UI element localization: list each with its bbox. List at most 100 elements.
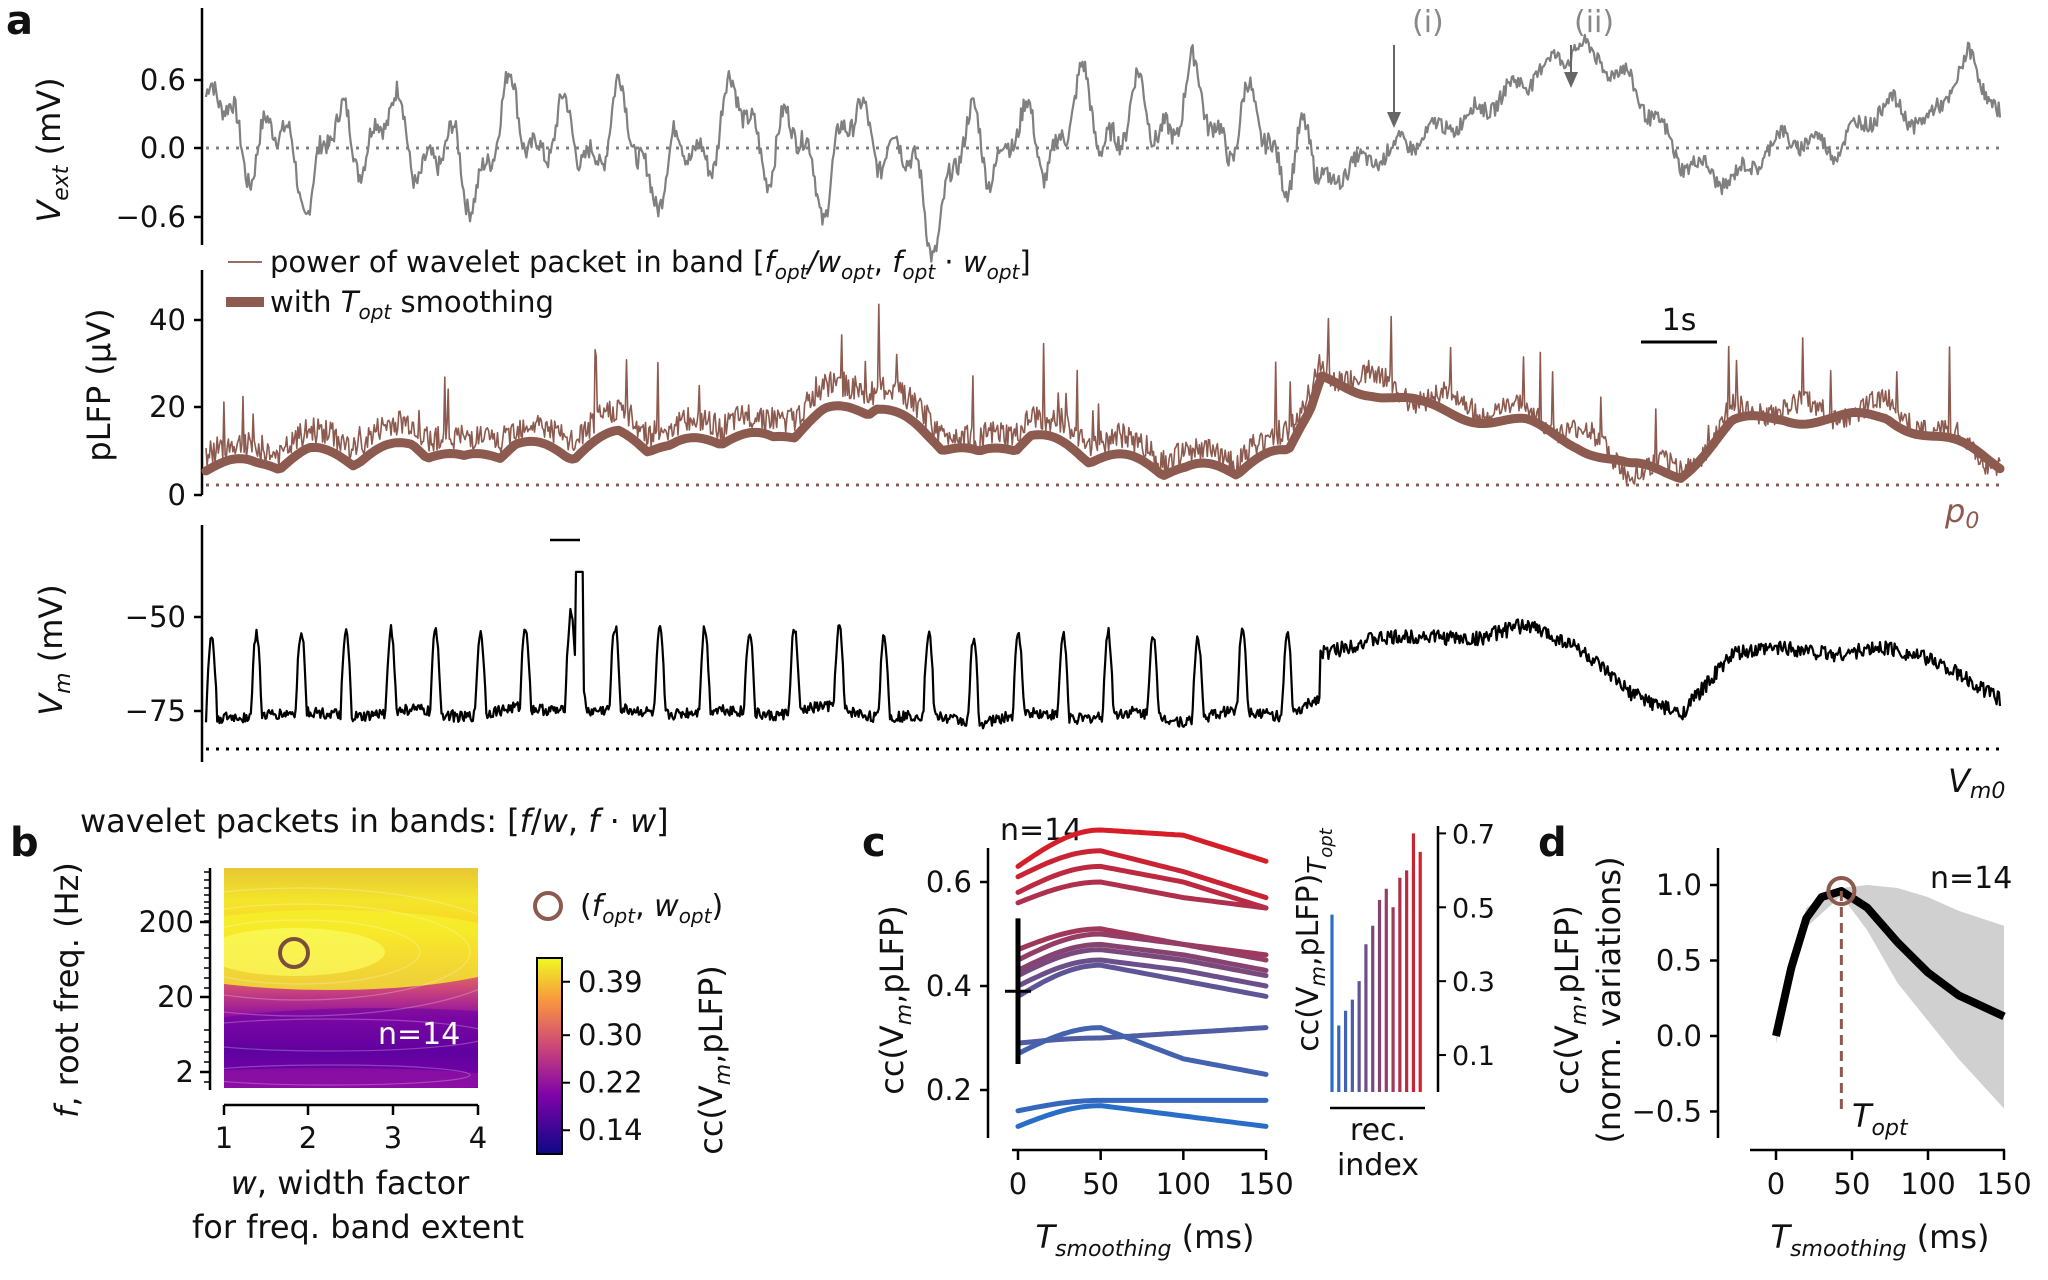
vm-plot: −50 −75 Vm (mV) Vm0	[32, 525, 2005, 804]
heatmap-ytick-label: 2	[176, 1055, 194, 1089]
panel-c-xticks: 0 50 100 150	[1009, 1150, 1294, 1201]
time-scalebar: 1s	[1641, 303, 1717, 344]
heatmap-y-label: f, root freq. (Hz)	[48, 862, 86, 1118]
panel-c-yticks: 0.6 0.4 0.2	[926, 865, 988, 1107]
panel-c-series-line	[1015, 926, 1269, 958]
panel-d-xtick-label: 50	[1834, 1167, 1871, 1201]
panel-c-xtick-label: 100	[1156, 1167, 1211, 1201]
heatmap-n-label: n=14	[378, 1017, 460, 1052]
colorbar: 0.39 0.30 0.22 0.14 cc(Vm,pLFP)	[536, 957, 736, 1155]
annotation-i-label: (i)	[1412, 5, 1444, 40]
heatmap-xticks: 1 2 3 4	[215, 1105, 487, 1155]
vext-ytick-label: 0.0	[140, 131, 186, 165]
vm-trace	[204, 570, 2002, 730]
panel-letter-b: b	[10, 820, 39, 866]
panel-c-series-line	[1015, 962, 1269, 999]
panel-d-ytick-label: 0.0	[1656, 1019, 1702, 1053]
colorbar-tick-label: 0.14	[578, 1113, 643, 1147]
plfp-yticks: 40 20 0	[149, 303, 202, 512]
panel-d-ytick-label: 1.0	[1656, 868, 1702, 902]
opt-marker	[278, 937, 310, 969]
plfp-ytick-label: 40	[149, 303, 186, 337]
panel-c-series-line	[1015, 879, 1269, 911]
annotation-ii-label: (ii)	[1574, 5, 1614, 40]
heatmap-ytick-label: 200	[139, 905, 194, 939]
inset-ytick-label: 0.5	[1452, 893, 1495, 924]
panel-d-ytick-label: 0.5	[1656, 944, 1702, 978]
scalebar-label: 1s	[1662, 303, 1697, 338]
panel-b-title: wavelet packets in bands: [f/w, f · w]	[80, 802, 669, 840]
panel-c-series-line	[1015, 1097, 1269, 1114]
heatmap: n=14 200 20 2 1 2 3 4 w	[48, 862, 524, 1246]
panel-d-xtick-label: 100	[1900, 1167, 1955, 1201]
vext-ytick-label: 0.6	[140, 63, 186, 97]
inset-x-label-1: rec.	[1350, 1113, 1406, 1148]
panel-c-series-line	[1015, 1025, 1269, 1046]
colorbar-ticks: 0.39 0.30 0.22 0.14	[562, 965, 643, 1147]
panel-c-series-line	[1015, 848, 1269, 901]
panel-d-xticks: 0 50 100 150	[1767, 1150, 2032, 1201]
vm-ytick-label: −50	[125, 600, 186, 634]
annotation-i: (i)	[1387, 5, 1444, 128]
panel-c-series-line	[1015, 957, 1269, 989]
inset-bars	[1330, 833, 1422, 1092]
panel-d-opt-marker	[1826, 876, 1857, 907]
panel-d-yticks: 1.0 0.5 0.0 −0.5	[1632, 868, 1718, 1129]
panel-c-xtick-label: 150	[1238, 1167, 1293, 1201]
inset-yticks: 0.7 0.5 0.3 0.1	[1438, 819, 1495, 1072]
colorbar-tick-label: 0.22	[578, 1066, 643, 1100]
panel-letter-c: c	[862, 820, 886, 866]
panel-c-series-line	[1015, 827, 1269, 869]
plfp-ytick-label: 20	[149, 390, 186, 424]
panel-d-mean-curve	[1772, 887, 2006, 1037]
panel-c-mean-marker	[1005, 918, 1031, 1064]
panel-d-n-label: n=14	[1930, 861, 2012, 896]
panel-letter-a: a	[6, 0, 33, 44]
panel-c-n-label: n=14	[1000, 813, 1082, 848]
vm-y-label: Vm (mV)	[32, 584, 76, 716]
heatmap-xtick-label: 2	[299, 1121, 317, 1155]
vext-y-label: Vext (mV)	[30, 77, 74, 222]
heatmap-x-label-line2: for freq. band extent	[192, 1208, 524, 1246]
panel-d-x-label: Tsmoothing (ms)	[1771, 1218, 1990, 1262]
plfp-plot: 40 20 0 pLFP (μV) power of wavelet packe…	[80, 245, 2005, 534]
heatmap-legend: (fopt, wopt)	[533, 889, 723, 928]
inset-ytick-label: 0.7	[1452, 819, 1495, 850]
heatmap-x-label: w, width factor	[231, 1164, 470, 1202]
panel-d-xtick-label: 0	[1767, 1167, 1785, 1201]
plfp-legend: power of wavelet packet in band [fopt/wo…	[226, 245, 1031, 324]
vext-trace	[204, 33, 2002, 263]
vext-plot: 0.6 0.0 −0.6 Vext (mV) (i) (ii)	[30, 5, 2002, 263]
inset-x-label-2: index	[1337, 1148, 1419, 1183]
panel-c-ytick-label: 0.2	[926, 1073, 972, 1107]
colorbar-gradient	[536, 957, 563, 1155]
legend-smoothed-label: with Topt smoothing	[270, 285, 554, 324]
heatmap-xtick-label: 3	[384, 1121, 402, 1155]
colorbar-tick-label: 0.39	[578, 965, 643, 999]
vext-ytick-label: −0.6	[116, 200, 186, 234]
panel-c-series-line	[1015, 947, 1269, 979]
heatmap-xtick-label: 4	[469, 1121, 487, 1155]
vext-yticks: 0.6 0.0 −0.6	[116, 63, 202, 234]
panel-c-xtick-label: 0	[1009, 1167, 1027, 1201]
panel-c-ytick-label: 0.4	[926, 969, 972, 1003]
panel-d-variation-band	[1776, 885, 2004, 1109]
panel-c-series-line	[1015, 941, 1269, 973]
panel-c-y-label: cc(Vm,pLFP)	[873, 905, 917, 1095]
inset-ytick-label: 0.1	[1452, 1041, 1495, 1072]
inset-y-label: cc(Vm,pLFP)Topt	[1291, 827, 1337, 1051]
plfp-smoothed-trace	[201, 371, 2005, 483]
p0-label: p0	[1944, 492, 1979, 534]
vm-yticks: −50 −75	[125, 600, 202, 728]
vm-ytick-label: −75	[125, 694, 186, 728]
panel-c-series-line	[1015, 1103, 1269, 1129]
panel-c-xtick-label: 50	[1082, 1167, 1119, 1201]
plfp-y-label: pLFP (μV)	[80, 308, 118, 461]
panel-d-plot: 1.0 0.5 0.0 −0.5 0 50 100 150 n=14 Topt cc(Vm,…	[1548, 848, 2032, 1262]
panel-c-inset: 0.7 0.5 0.3 0.1 rec. index cc(Vm,pLFP)Topt	[1291, 819, 1495, 1183]
heatmap-xtick-label: 1	[215, 1121, 233, 1155]
panel-d-y-label-line2: (norm. variations)	[1590, 856, 1628, 1143]
panel-c-series-line	[1015, 1025, 1269, 1077]
panel-c-series-line	[1015, 863, 1269, 911]
